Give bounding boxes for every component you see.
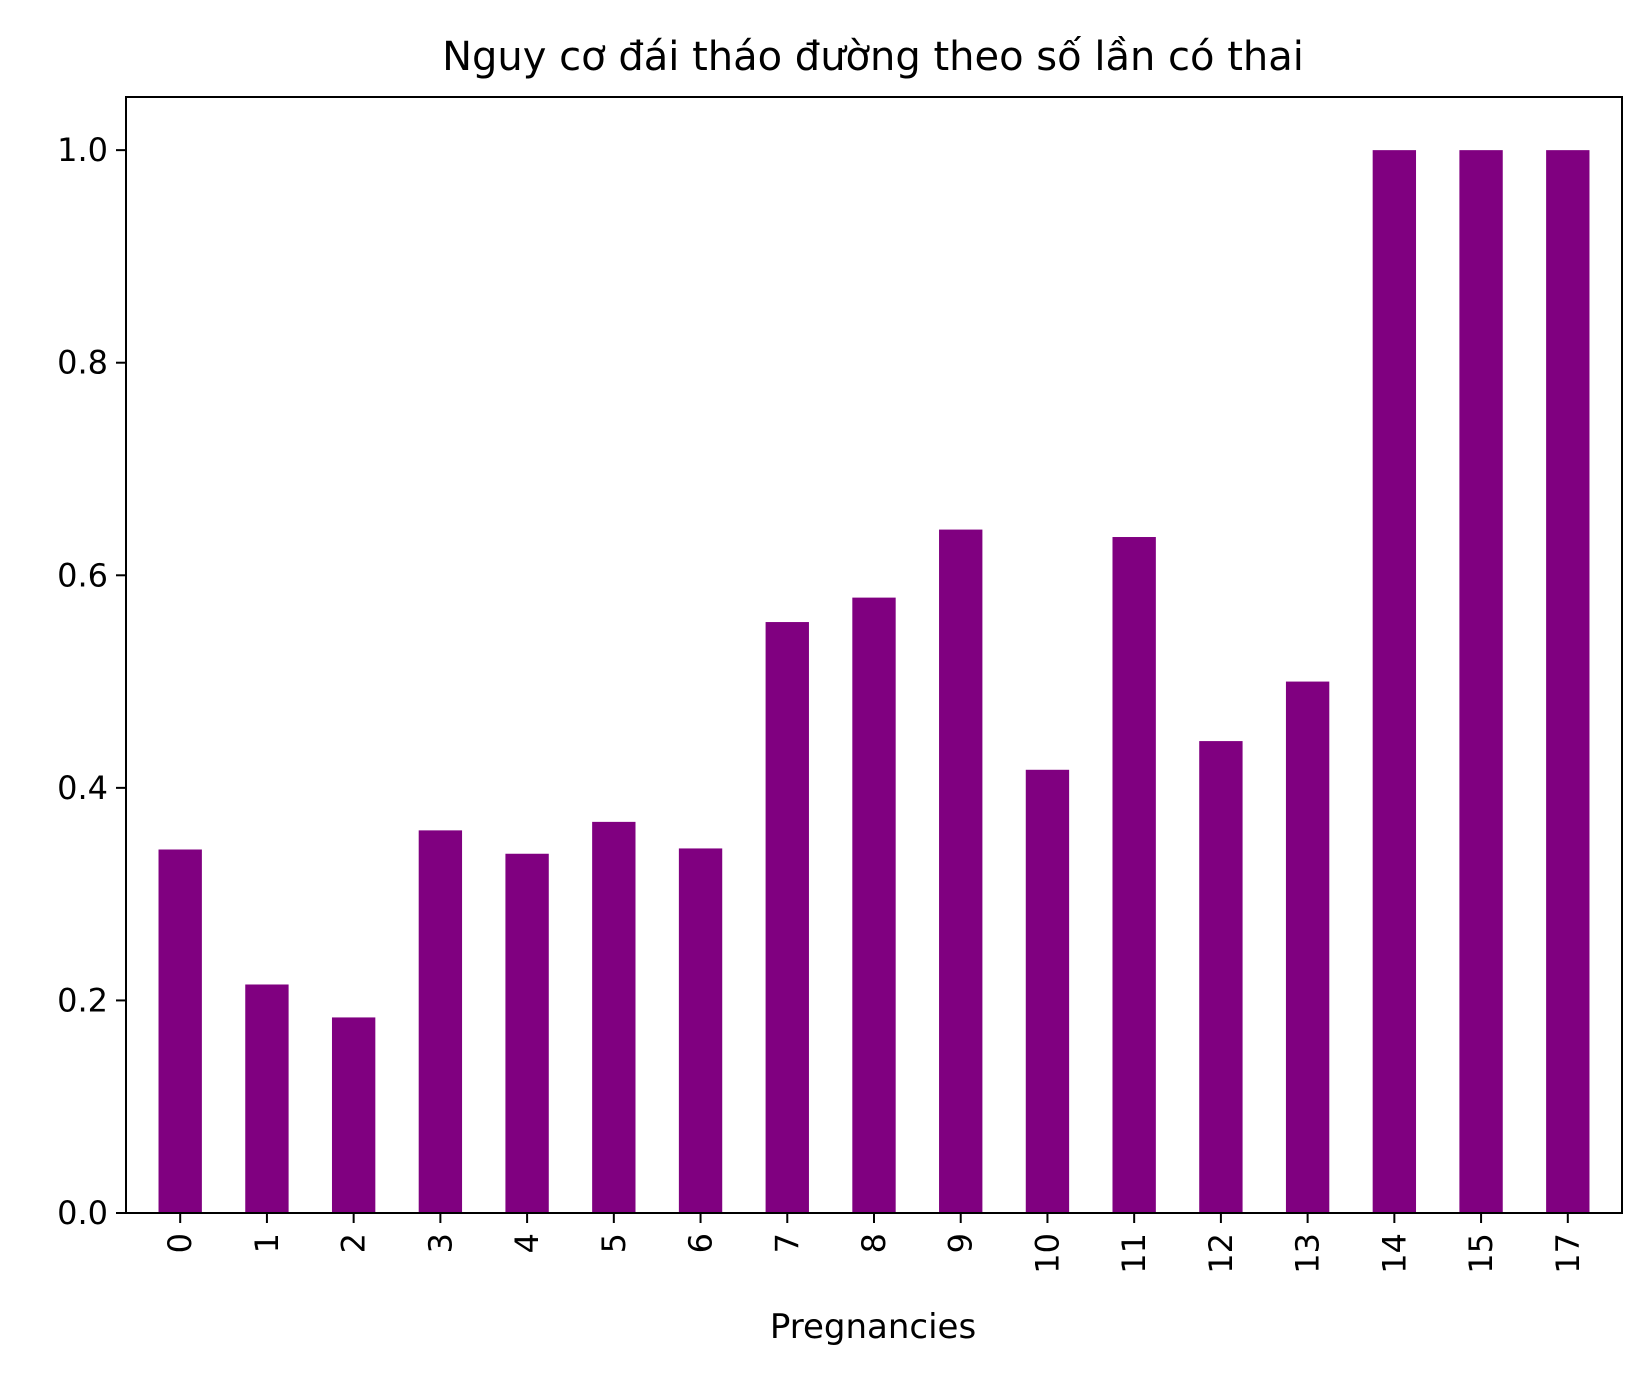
x-tick-label-4: 4 — [508, 1233, 546, 1253]
x-axis: 0 1 2 3 4 5 6 7 8 9 10 11 12 13 14 15 17 — [161, 1213, 1587, 1274]
chart-title: Nguy cơ đái tháo đường theo số lần có th… — [442, 34, 1304, 80]
bar-15 — [1459, 150, 1503, 1213]
y-tick-label-0.2: 0.2 — [57, 981, 108, 1019]
x-tick-label-14: 14 — [1375, 1233, 1413, 1274]
bar-2 — [331, 1017, 376, 1213]
bar-1 — [245, 984, 289, 1213]
y-tick-label-0.4: 0.4 — [57, 769, 108, 807]
x-tick-label-15: 15 — [1462, 1233, 1500, 1274]
x-tick-label-13: 13 — [1289, 1233, 1327, 1274]
bar-3 — [418, 830, 463, 1213]
bars-layer — [158, 150, 1590, 1213]
bar-0 — [158, 849, 202, 1213]
x-tick-label-2: 2 — [335, 1233, 373, 1253]
x-tick-label-11: 11 — [1115, 1233, 1153, 1274]
bar-4 — [505, 853, 549, 1213]
x-tick-label-0: 0 — [161, 1233, 199, 1253]
y-axis: 0.0 0.2 0.4 0.6 0.8 1.0 — [57, 131, 126, 1232]
bar-9 — [939, 529, 983, 1213]
bar-13 — [1285, 681, 1330, 1213]
bar-10 — [1025, 769, 1070, 1213]
x-tick-label-10: 10 — [1028, 1233, 1066, 1274]
y-tick-label-0.6: 0.6 — [57, 556, 108, 594]
bar-8 — [852, 597, 896, 1213]
x-tick-label-3: 3 — [421, 1233, 459, 1253]
bar-7 — [765, 622, 809, 1213]
x-tick-label-1: 1 — [248, 1233, 286, 1253]
bar-17 — [1546, 150, 1590, 1213]
bar-11 — [1112, 537, 1156, 1213]
x-tick-label-8: 8 — [855, 1233, 893, 1253]
y-tick-label-0.8: 0.8 — [57, 344, 108, 382]
x-tick-label-7: 7 — [768, 1233, 806, 1253]
x-axis-label: Pregnancies — [770, 1307, 976, 1347]
bar-14 — [1372, 150, 1417, 1213]
x-tick-label-6: 6 — [682, 1233, 720, 1253]
x-tick-label-17: 17 — [1549, 1233, 1587, 1274]
y-tick-label-0.0: 0.0 — [57, 1194, 108, 1232]
bar-12 — [1199, 741, 1243, 1213]
bar-6 — [678, 848, 723, 1213]
x-tick-label-9: 9 — [942, 1233, 980, 1253]
x-tick-label-12: 12 — [1202, 1233, 1240, 1274]
bar-5 — [592, 821, 636, 1213]
x-tick-label-5: 5 — [595, 1233, 633, 1253]
y-tick-label-1.0: 1.0 — [57, 131, 108, 169]
plot-frame — [125, 96, 1623, 1214]
